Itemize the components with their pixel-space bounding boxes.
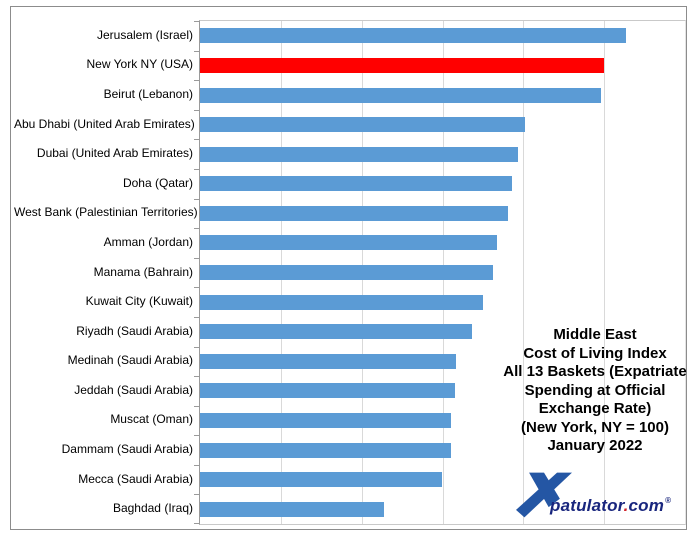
plot-area — [194, 20, 686, 525]
bar — [200, 442, 451, 458]
bar — [200, 117, 525, 133]
bar — [200, 472, 443, 488]
axis-tick — [194, 50, 199, 52]
category-label: Doha (Qatar) — [122, 175, 193, 190]
axis-tick — [194, 80, 199, 82]
chart-title-line: (New York, NY = 100) — [521, 418, 669, 436]
chart-title-line: Cost of Living Index — [523, 344, 667, 362]
bar — [200, 235, 498, 251]
axis-tick — [194, 168, 199, 170]
bar — [200, 146, 519, 162]
axis-tick — [194, 287, 199, 289]
bar — [200, 28, 626, 44]
bar — [200, 412, 451, 428]
logo-text-tld: com — [628, 496, 665, 515]
xpatulator-x-icon — [516, 472, 572, 518]
bar — [200, 353, 456, 369]
bar — [200, 176, 512, 192]
axis-tick — [194, 435, 199, 437]
axis-tick — [194, 228, 199, 230]
axis-tick — [194, 523, 199, 524]
gridline — [523, 21, 525, 524]
axis-tick — [194, 316, 199, 318]
bar — [200, 265, 493, 280]
chart-title: Middle East Cost of Living Index All 13 … — [495, 326, 695, 456]
bar — [200, 294, 483, 310]
bar — [200, 324, 472, 340]
axis-tick — [194, 376, 199, 378]
category-label: Amman (Jordan) — [103, 234, 193, 249]
axis-tick — [194, 464, 199, 466]
category-label: Jerusalem (Israel) — [96, 27, 193, 42]
category-labels: Jerusalem (Israel) New York NY (USA) Beiru… — [14, 20, 198, 523]
xpatulator-logo-text: patulator.com® — [550, 496, 671, 516]
category-label: Riyadh (Saudi Arabia) — [76, 323, 193, 338]
chart-title-line: Spending at Official — [524, 381, 666, 399]
category-label: Beirut (Lebanon) — [103, 87, 193, 101]
category-label: Abu Dhabi (United Arab Emirates) — [14, 116, 195, 131]
category-label: New York NY (USA) — [86, 57, 193, 72]
axis-tick — [194, 494, 199, 496]
category-label: Manama (Bahrain) — [93, 264, 193, 279]
bar — [200, 205, 508, 221]
category-label: Medinah (Saudi Arabia) — [67, 353, 193, 368]
bar — [200, 57, 605, 73]
axis-tick — [194, 346, 199, 348]
axis-tick — [194, 109, 199, 111]
xpatulator-logo: patulator.com® — [516, 471, 671, 519]
category-label: Jeddah (Saudi Arabia) — [74, 382, 193, 397]
category-label: West Bank (Palestinian Territories) — [14, 205, 198, 220]
logo-dot: . — [623, 496, 629, 515]
chart-title-line: Middle East — [553, 326, 637, 343]
bar — [200, 383, 455, 399]
category-label: Baghdad (Iraq) — [112, 501, 193, 516]
category-label: Dammam (Saudi Arabia) — [61, 442, 193, 456]
category-label: Muscat (Oman) — [110, 412, 193, 427]
chart-title-line: Exchange Rate) — [538, 400, 652, 417]
category-label: Dubai (United Arab Emirates) — [36, 146, 193, 161]
bar — [200, 501, 384, 517]
chart-title-line: All 13 Baskets (Expatriate — [503, 363, 687, 380]
axis-tick — [194, 139, 199, 141]
logo-text-main: patulator — [550, 496, 624, 515]
chart-title-line: January 2022 — [547, 437, 643, 454]
axis-tick — [194, 257, 199, 259]
axis-tick — [194, 198, 199, 200]
axis-tick — [194, 21, 199, 22]
gridline — [604, 21, 606, 524]
axis-tick — [194, 405, 199, 407]
category-label: Kuwait City (Kuwait) — [85, 294, 193, 309]
category-label: Mecca (Saudi Arabia) — [78, 471, 193, 486]
registered-trademark-icon: ® — [665, 496, 672, 505]
bar — [200, 87, 601, 103]
